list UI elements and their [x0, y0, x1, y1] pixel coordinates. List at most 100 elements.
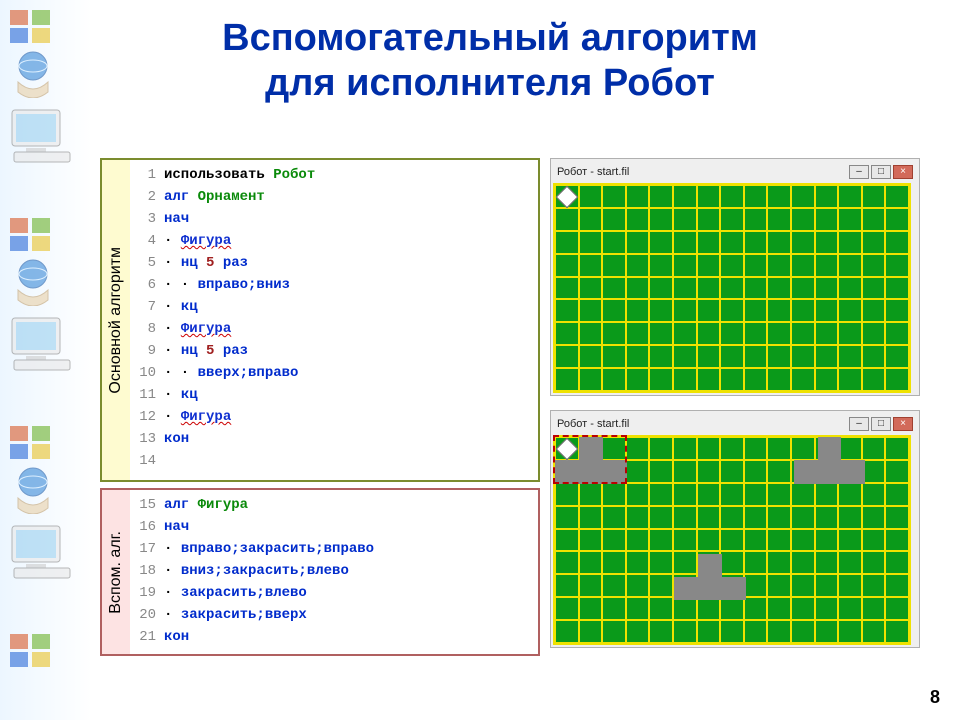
code-line: 2алг Орнамент [130, 186, 534, 208]
painted-cell [722, 577, 746, 600]
line-number: 6 [130, 277, 164, 293]
code-line: 8· Фигура [130, 318, 534, 340]
painted-cell [698, 577, 722, 600]
painted-cell [841, 460, 865, 483]
code-line: 1использовать Робот [130, 164, 534, 186]
code-text: · нц 5 раз [164, 343, 248, 359]
line-number: 13 [130, 431, 164, 447]
window-buttons: – □ × [849, 417, 913, 431]
code-text: · закрасить;вверх [164, 607, 307, 623]
robot-field-window-1: Робот - start.fil – □ × [550, 158, 920, 396]
painted-cell [698, 554, 722, 577]
code-text: · кц [164, 299, 198, 315]
page-number: 8 [930, 687, 940, 708]
code-line: 18· вниз;закрасить;влево [130, 560, 534, 582]
line-number: 16 [130, 519, 164, 535]
code-text: · Фигура [164, 409, 231, 425]
code-line: 5· нц 5 раз [130, 252, 534, 274]
window-buttons: – □ × [849, 165, 913, 179]
line-number: 8 [130, 321, 164, 337]
code-text: использовать Робот [164, 167, 315, 183]
maximize-button[interactable]: □ [871, 165, 891, 179]
code-line: 12· Фигура [130, 406, 534, 428]
computer-monitor-icon [8, 106, 76, 171]
code-line: 6· · вправо;вниз [130, 274, 534, 296]
code-text: нач [164, 211, 189, 227]
code-text: кон [164, 629, 189, 645]
code-line: 13кон [130, 428, 534, 450]
code-text: · · вправо;вниз [164, 277, 290, 293]
code-text: алг Фигура [164, 497, 248, 513]
close-button[interactable]: × [893, 165, 913, 179]
line-number: 4 [130, 233, 164, 249]
line-number: 20 [130, 607, 164, 623]
line-number: 9 [130, 343, 164, 359]
hand-globe-icon [8, 464, 58, 519]
line-number: 15 [130, 497, 164, 513]
main-code-lines: 1использовать Робот2алг Орнамент3нач4· Ф… [130, 160, 538, 480]
painted-cell [794, 460, 818, 483]
minimize-button[interactable]: – [849, 165, 869, 179]
code-line: 16нач [130, 516, 534, 538]
painted-cell [818, 437, 842, 460]
line-number: 7 [130, 299, 164, 315]
code-text: · Фигура [164, 233, 231, 249]
line-number: 10 [130, 365, 164, 381]
code-line: 10· · вверх;вправо [130, 362, 534, 384]
code-line: 15алг Фигура [130, 494, 534, 516]
aux-block-label: Вспом. алг. [102, 490, 130, 654]
aux-algorithm-block: Вспом. алг. 15алг Фигура16нач17· вправо;… [100, 488, 540, 656]
main-algorithm-block: Основной алгоритм 1использовать Робот2ал… [100, 158, 540, 482]
code-line: 20· закрасить;вверх [130, 604, 534, 626]
code-line: 9· нц 5 раз [130, 340, 534, 362]
fields-column: Робот - start.fil – □ × Робот - start.fi… [550, 158, 920, 662]
code-line: 4· Фигура [130, 230, 534, 252]
painted-cell [674, 577, 698, 600]
windows-logo-icon [8, 216, 54, 259]
robot-field-window-2: Робот - start.fil – □ × [550, 410, 920, 648]
line-number: 18 [130, 563, 164, 579]
title-line1: Вспомогательный алгоритм [222, 17, 758, 59]
code-line: 14 [130, 450, 534, 472]
robot-field-2 [553, 435, 911, 645]
windows-logo-icon [8, 8, 54, 51]
code-text: · · вверх;вправо [164, 365, 298, 381]
content-area: Основной алгоритм 1использовать Робот2ал… [100, 158, 920, 688]
window-title: Робот - start.fil [557, 418, 629, 430]
line-number: 21 [130, 629, 164, 645]
code-line: 21кон [130, 626, 534, 648]
computer-monitor-icon [8, 314, 76, 379]
line-number: 12 [130, 409, 164, 425]
code-text: кон [164, 431, 189, 447]
code-text: · нц 5 раз [164, 255, 248, 271]
code-text: · закрасить;влево [164, 585, 307, 601]
code-text: нач [164, 519, 189, 535]
title-line2: для исполнителя Робот [265, 62, 715, 104]
line-number: 14 [130, 453, 164, 469]
code-line: 11· кц [130, 384, 534, 406]
code-line: 3нач [130, 208, 534, 230]
window-titlebar: Робот - start.fil – □ × [553, 413, 917, 435]
maximize-button[interactable]: □ [871, 417, 891, 431]
code-text: · вправо;закрасить;вправо [164, 541, 374, 557]
line-number: 17 [130, 541, 164, 557]
line-number: 2 [130, 189, 164, 205]
code-line: 17· вправо;закрасить;вправо [130, 538, 534, 560]
painted-cell [818, 460, 842, 483]
line-number: 5 [130, 255, 164, 271]
code-line: 7· кц [130, 296, 534, 318]
hand-globe-icon [8, 48, 58, 103]
code-column: Основной алгоритм 1использовать Робот2ал… [100, 158, 540, 656]
minimize-button[interactable]: – [849, 417, 869, 431]
windows-logo-icon [8, 632, 54, 675]
aux-code-lines: 15алг Фигура16нач17· вправо;закрасить;вп… [130, 490, 538, 654]
robot-field-1 [553, 183, 911, 393]
line-number: 19 [130, 585, 164, 601]
hand-globe-icon [8, 256, 58, 311]
close-button[interactable]: × [893, 417, 913, 431]
main-block-label: Основной алгоритм [102, 160, 130, 480]
code-line: 19· закрасить;влево [130, 582, 534, 604]
window-titlebar: Робот - start.fil – □ × [553, 161, 917, 183]
code-text: · вниз;закрасить;влево [164, 563, 349, 579]
line-number: 3 [130, 211, 164, 227]
